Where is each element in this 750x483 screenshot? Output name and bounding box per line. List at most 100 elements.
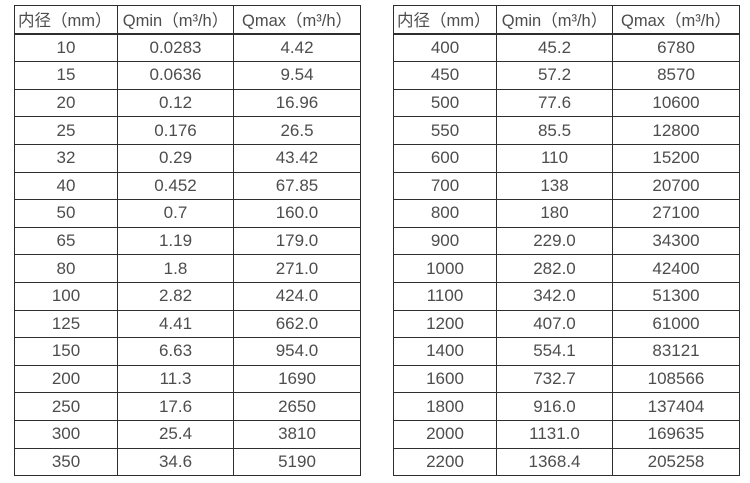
cell-qmax: 42400: [612, 254, 740, 283]
cell-diameter: 32: [14, 143, 118, 173]
column-header-qmin: Qmin（m³/h）: [117, 4, 234, 35]
cell-qmin: 1131.0: [496, 419, 613, 449]
cell-qmin: 0.0283: [117, 33, 234, 63]
cell-qmin: 0.12: [117, 88, 234, 118]
cell-qmax: 5190: [233, 447, 361, 477]
cell-qmin: 77.6: [496, 88, 613, 118]
cell-diameter: 300: [14, 419, 118, 449]
table-row: 1400 554.1 83121: [393, 337, 740, 366]
cell-diameter: 250: [14, 392, 118, 421]
cell-qmin: 1368.4: [496, 447, 613, 477]
cell-qmax: 179.0: [233, 226, 361, 256]
cell-diameter: 125: [14, 309, 118, 339]
cell-diameter: 10: [14, 33, 118, 63]
cell-qmax: 26.5: [233, 116, 361, 145]
cell-qmin: 1.19: [117, 226, 234, 256]
cell-diameter: 550: [393, 116, 497, 145]
table-row: 20 0.12 16.96: [14, 88, 361, 118]
table-row: 350 34.6 5190: [14, 447, 361, 477]
table-row: 125 4.41 662.0: [14, 309, 361, 339]
cell-diameter: 20: [14, 88, 118, 118]
table-row: 1800 916.0 137404: [393, 392, 740, 421]
cell-qmin: 554.1: [496, 337, 613, 366]
table-row: 600 110 15200: [393, 143, 740, 173]
table-row: 400 45.2 6780: [393, 33, 740, 63]
table-row: 150 6.63 954.0: [14, 337, 361, 366]
table-row: 65 1.19 179.0: [14, 226, 361, 256]
cell-diameter: 65: [14, 226, 118, 256]
cell-qmin: 34.6: [117, 447, 234, 477]
cell-qmax: 2650: [233, 392, 361, 421]
cell-qmin: 732.7: [496, 364, 613, 394]
cell-qmin: 0.176: [117, 116, 234, 145]
table-row: 50 0.7 160.0: [14, 199, 361, 228]
cell-diameter: 200: [14, 364, 118, 394]
table-row: 32 0.29 43.42: [14, 143, 361, 173]
cell-qmin: 1.8: [117, 254, 234, 283]
table-row: 1600 732.7 108566: [393, 364, 740, 394]
cell-qmax: 34300: [612, 226, 740, 256]
cell-qmax: 954.0: [233, 337, 361, 366]
column-header-diameter: 内径（mm）: [14, 4, 118, 35]
cell-qmax: 67.85: [233, 171, 361, 201]
cell-qmax: 27100: [612, 199, 740, 228]
cell-qmin: 57.2: [496, 61, 613, 90]
table-row: 2200 1368.4 205258: [393, 447, 740, 477]
table-row: 200 11.3 1690: [14, 364, 361, 394]
column-header-qmax: Qmax（m³/h）: [612, 4, 740, 35]
table-row: 2000 1131.0 169635: [393, 419, 740, 449]
cell-diameter: 1600: [393, 364, 497, 394]
table-row: 700 138 20700: [393, 171, 740, 201]
header-row: 内径（mm） Qmin（m³/h） Qmax（m³/h）: [393, 4, 740, 35]
table-row: 40 0.452 67.85: [14, 171, 361, 201]
cell-qmin: 180: [496, 199, 613, 228]
cell-qmin: 110: [496, 143, 613, 173]
cell-qmax: 169635: [612, 419, 740, 449]
cell-qmin: 0.7: [117, 199, 234, 228]
cell-qmin: 45.2: [496, 33, 613, 63]
cell-qmax: 3810: [233, 419, 361, 449]
cell-qmax: 16.96: [233, 88, 361, 118]
cell-diameter: 80: [14, 254, 118, 283]
table-header: 内径（mm） Qmin（m³/h） Qmax（m³/h）: [14, 4, 361, 35]
table-row: 100 2.82 424.0: [14, 281, 361, 311]
table-row: 15 0.0636 9.54: [14, 61, 361, 90]
cell-qmin: 4.41: [117, 309, 234, 339]
cell-qmin: 0.0636: [117, 61, 234, 90]
cell-diameter: 450: [393, 61, 497, 90]
cell-qmax: 51300: [612, 281, 740, 311]
table-row: 550 85.5 12800: [393, 116, 740, 145]
table-row: 300 25.4 3810: [14, 419, 361, 449]
table-row: 80 1.8 271.0: [14, 254, 361, 283]
cell-qmin: 0.29: [117, 143, 234, 173]
cell-qmax: 160.0: [233, 199, 361, 228]
cell-qmax: 9.54: [233, 61, 361, 90]
cell-qmax: 424.0: [233, 281, 361, 311]
cell-diameter: 400: [393, 33, 497, 63]
cell-qmax: 137404: [612, 392, 740, 421]
cell-diameter: 2200: [393, 447, 497, 477]
cell-qmax: 4.42: [233, 33, 361, 63]
cell-diameter: 800: [393, 199, 497, 228]
cell-qmin: 916.0: [496, 392, 613, 421]
cell-qmax: 12800: [612, 116, 740, 145]
cell-qmin: 282.0: [496, 254, 613, 283]
cell-qmin: 407.0: [496, 309, 613, 339]
cell-qmax: 205258: [612, 447, 740, 477]
cell-qmax: 8570: [612, 61, 740, 90]
cell-diameter: 25: [14, 116, 118, 145]
cell-qmin: 229.0: [496, 226, 613, 256]
cell-diameter: 100: [14, 281, 118, 311]
cell-diameter: 1800: [393, 392, 497, 421]
table-row: 800 180 27100: [393, 199, 740, 228]
table-row: 1200 407.0 61000: [393, 309, 740, 339]
cell-qmin: 6.63: [117, 337, 234, 366]
cell-qmax: 1690: [233, 364, 361, 394]
table-body: 10 0.0283 4.42 15 0.0636 9.54 20 0.12 16.96 25 0.1…: [14, 33, 361, 477]
cell-qmin: 0.452: [117, 171, 234, 201]
cell-qmax: 108566: [612, 364, 740, 394]
column-header-diameter: 内径（mm）: [393, 4, 497, 35]
table-row: 1100 342.0 51300: [393, 281, 740, 311]
cell-qmin: 2.82: [117, 281, 234, 311]
table-row: 10 0.0283 4.42: [14, 33, 361, 63]
